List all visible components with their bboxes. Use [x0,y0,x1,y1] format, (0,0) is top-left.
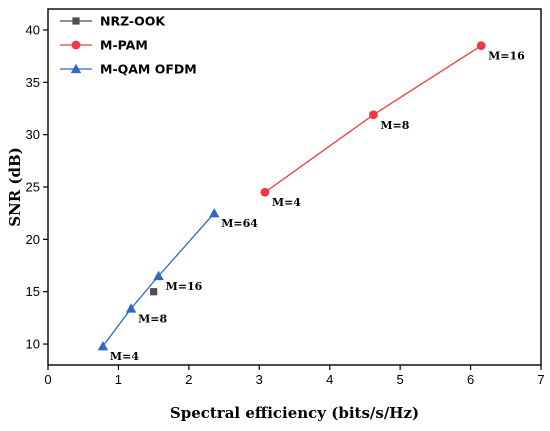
legend: NRZ-OOK M-PAM M-QAM OFDM [60,14,197,77]
data-point [368,110,378,120]
data-point [125,303,137,313]
data-label: M=8 [138,312,167,325]
series-m-pam: M=4 M=8 M=16 [260,41,525,209]
legend-marker [72,17,80,25]
x-axis-title: Spectral efficiency (bits/s/Hz) [170,404,419,422]
series-m-qam-ofdm: M=4 M=8 M=16 M=64 [97,207,258,363]
legend-item: M-PAM [60,38,148,53]
data-label: M=4 [272,196,301,209]
y-tick-label: 25 [26,180,40,195]
y-tick-label: 10 [26,337,40,352]
y-axis-title: SNR (dB) [6,147,24,227]
y-tick-label: 35 [26,75,40,90]
x-tick-label: 6 [467,372,474,387]
data-label: M=4 [110,350,139,363]
data-label: M=16 [166,280,203,293]
legend-item: M-QAM OFDM [60,62,197,77]
axis-ticks: 0 1 2 3 4 5 6 7 10 15 20 25 30 35 40 [26,22,545,387]
x-tick-label: 5 [397,372,404,387]
series-nrz-ook [150,288,158,296]
x-tick-label: 7 [537,372,544,387]
data-point [97,340,109,351]
legend-label: NRZ-OOK [100,14,166,29]
y-tick-label: 30 [26,127,40,142]
x-tick-label: 3 [256,372,263,387]
x-tick-label: 1 [115,372,122,387]
x-tick-label: 2 [185,372,192,387]
x-tick-label: 4 [326,372,333,387]
data-point [260,187,270,197]
y-tick-label: 15 [26,284,40,299]
data-point [153,270,164,281]
data-label: M=64 [221,217,258,230]
y-tick-label: 40 [26,22,40,37]
data-label: M=16 [488,50,525,63]
x-tick-label: 0 [44,372,51,387]
legend-marker [71,40,81,50]
legend-item: NRZ-OOK [60,14,166,29]
data-label: M=8 [380,119,409,132]
y-tick-label: 20 [26,232,40,247]
data-point [150,288,158,296]
legend-label: M-PAM [100,38,148,53]
data-point [209,207,220,218]
legend-marker [70,63,82,74]
series-line [102,212,215,347]
data-point [476,41,486,51]
series-layer: M=4 M=8 M=16 M=4 M=8 M=16 M=64 [97,41,525,363]
legend-label: M-QAM OFDM [100,62,197,77]
